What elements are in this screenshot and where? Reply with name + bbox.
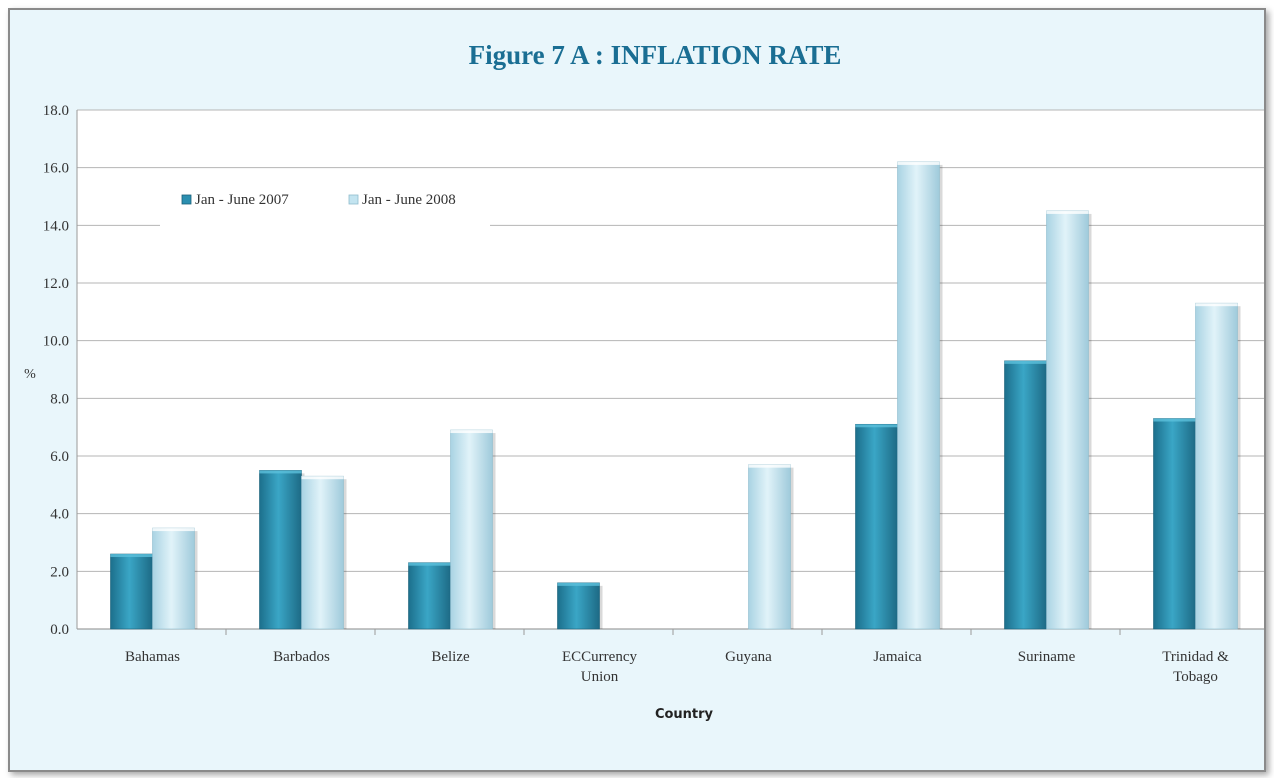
bar-top-highlight xyxy=(1004,360,1047,364)
y-tick-label: 4.0 xyxy=(50,507,69,523)
bar-top-highlight xyxy=(557,582,600,586)
bar-top-highlight xyxy=(748,464,791,468)
bar-top-highlight xyxy=(897,161,940,165)
bar-jan-june-2007 xyxy=(1004,360,1047,630)
bar-jan-june-2007 xyxy=(259,470,302,630)
y-tick-label: 8.0 xyxy=(50,391,69,407)
bar-jan-june-2007 xyxy=(855,423,898,630)
bar-jan-june-2008 xyxy=(1195,302,1238,630)
bar-jan-june-2008 xyxy=(748,464,791,630)
y-tick-label: 14.0 xyxy=(43,218,69,234)
chart-title: Figure 7 A : INFLATION RATE xyxy=(469,40,842,70)
legend-label: Jan - June 2007 xyxy=(195,192,289,208)
x-category-label: Bahamas xyxy=(125,649,180,665)
bar-jan-june-2008 xyxy=(450,429,493,630)
bar-top-highlight xyxy=(1153,418,1196,422)
x-category-label: Barbados xyxy=(273,649,330,665)
bar-top-highlight xyxy=(1195,303,1238,307)
bar-jan-june-2007 xyxy=(110,553,153,630)
y-tick-label: 2.0 xyxy=(50,564,69,580)
bar-top-highlight xyxy=(110,554,153,558)
legend-swatch xyxy=(348,194,359,205)
bar-top-highlight xyxy=(855,424,898,428)
bar-jan-june-2008 xyxy=(301,475,344,630)
legend-swatch xyxy=(181,194,192,205)
x-category-label: Guyana xyxy=(725,649,772,665)
y-tick-label: 10.0 xyxy=(43,334,69,350)
bar-top-highlight xyxy=(450,430,493,434)
bar-jan-june-2008 xyxy=(1046,210,1089,630)
bar-top-highlight xyxy=(152,528,195,532)
legend-box xyxy=(160,180,490,228)
bar-jan-june-2008 xyxy=(897,161,940,630)
y-tick-label: 16.0 xyxy=(43,161,69,177)
x-category-label: Belize xyxy=(431,649,470,665)
bar-jan-june-2008 xyxy=(152,527,195,630)
bar-top-highlight xyxy=(408,562,451,566)
bar-jan-june-2007 xyxy=(1153,418,1196,630)
x-category-label: Jamaica xyxy=(873,649,922,665)
bar-jan-june-2007 xyxy=(557,582,600,630)
y-tick-label: 6.0 xyxy=(50,449,69,465)
legend-label: Jan - June 2008 xyxy=(362,192,456,208)
inflation-bar-chart: Figure 7 A : INFLATION RATE % Country 0.… xyxy=(24,40,1264,722)
x-category-label: ECCurrency Union xyxy=(562,649,637,685)
x-category-label: Suriname xyxy=(1018,649,1076,665)
y-tick-label: 18.0 xyxy=(43,103,69,119)
x-category-label: Trinidad & Tobago xyxy=(1162,649,1229,685)
bar-top-highlight xyxy=(259,470,302,474)
y-tick-label: 12.0 xyxy=(43,276,69,292)
y-axis-label: % xyxy=(24,367,36,382)
bar-jan-june-2007 xyxy=(408,562,451,630)
chart-frame: Figure 7 A : INFLATION RATE % Country 0.… xyxy=(8,8,1266,772)
x-axis-title: Country xyxy=(655,707,714,722)
y-tick-label: 0.0 xyxy=(50,622,69,638)
bar-top-highlight xyxy=(301,476,344,480)
bar-top-highlight xyxy=(1046,210,1089,214)
